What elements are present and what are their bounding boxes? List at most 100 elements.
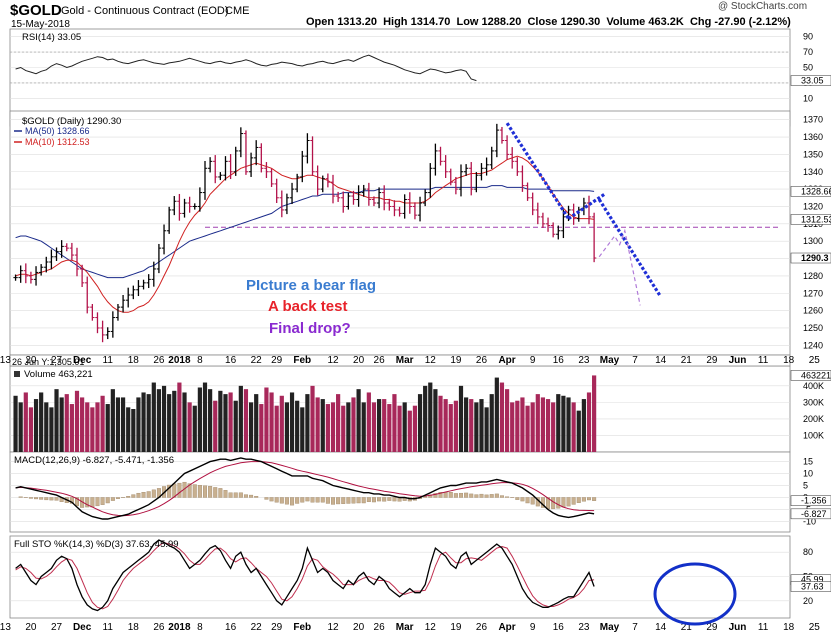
x-axis-label: 26 [153,355,165,366]
volume-bar [474,402,479,452]
macd-histogram-bar [69,497,74,504]
macd-histogram-bar [525,497,530,504]
bottom-x-axis-label: 26 [153,622,165,633]
volume-tick-label: 400K [803,381,824,391]
bottom-x-axis-label: 25 [809,622,821,633]
volume-bar [566,397,571,452]
volume-bar [412,405,418,452]
macd-value-label-box [790,508,831,520]
macd-histogram-bar [325,497,330,504]
volume-bar [136,397,141,452]
x-axis-label: 20 [353,355,365,366]
macd-histogram-bar [243,494,248,498]
rsi-value-label-box [790,75,831,86]
macd-histogram-bar [249,494,254,498]
macd-histogram-bar [494,493,499,498]
projection-path [598,228,641,306]
ma10-value-label: 1312.53 [801,214,831,224]
volume-bar [259,404,264,452]
volume-bar [254,394,259,452]
crosshair-annotation: 26 Jun Y:1,305.01 [12,357,84,367]
rsi-tick-label: 50 [803,63,813,73]
x-axis-label: 29 [706,355,718,366]
macd-tick-label: 5 [803,481,808,491]
volume-bar [571,402,576,452]
bottom-x-axis-label: 20 [25,622,37,633]
price-tick-label: 1260 [803,306,823,316]
volume-bar [361,402,366,452]
rsi-panel-frame [9,28,791,127]
instrument-name: Gold - Continuous Contract (EOD) [61,5,229,17]
volume-bar [23,392,28,452]
macd-histogram-bar [284,497,289,505]
x-axis-label: 19 [450,355,462,366]
bottom-x-axis-label: 9 [530,622,536,633]
ma10-value-label-box [790,214,831,225]
annotation-final-drop: Final drop? [269,320,351,337]
volume-bar [433,389,438,452]
volume-bar [376,399,382,452]
macd-histogram-bar [146,491,151,498]
x-axis-label: 20 [25,355,37,366]
macd-histogram-bar [218,488,223,498]
macd-hist-value-label-box [790,495,831,506]
volume-bar [223,394,228,452]
macd-histogram-bar [459,492,464,498]
macd-histogram-bar [105,497,110,504]
macd-histogram-bar [44,497,49,501]
bottom-x-axis-label: 7 [632,622,638,633]
ma50-value-label: 1328.66 [801,186,831,196]
x-axis-label: Jun [729,355,747,366]
x-axis-label: 23 [578,355,590,366]
volume-bar [187,402,192,452]
volume-bar [586,392,592,452]
volume-bar [172,390,177,452]
macd-histogram-bar [556,497,561,509]
macd-histogram-bar [566,497,571,507]
sto-tick-label: 80 [803,547,813,557]
macd-histogram-bar [592,497,597,501]
bear-flag-line [505,122,570,220]
x-axis-label: May [600,355,620,366]
volume-bar [551,402,556,452]
macd-hist-value-label: -1.356 [801,496,827,506]
volume-bar [39,392,44,452]
macd-histogram-bar [18,496,23,498]
volume-bar [382,399,387,452]
bottom-x-axis-label: 20 [353,622,365,633]
rsi-tick-label: 90 [803,32,813,42]
macd-histogram-bar [305,497,310,502]
volume-value-label-box [790,370,831,381]
macd-histogram-bar [392,497,397,502]
volume-bar [336,394,341,452]
volume-bar [366,392,371,452]
macd-histogram-bar [177,482,182,498]
x-axis-label: 7 [632,355,638,366]
macd-histogram-bar [351,497,356,504]
macd-histogram-bar [489,494,494,498]
macd-histogram-bar [90,497,95,508]
volume-bar [556,394,561,452]
volume-bar [402,402,407,452]
macd-histogram-bar [187,483,192,498]
x-axis-label: 26 [476,355,488,366]
x-axis-strip [9,354,791,367]
price-panel-frame [9,110,791,356]
bottom-x-axis-label: 26 [476,622,488,633]
bottom-x-axis-label: Mar [396,622,414,633]
volume-bar [581,399,586,452]
volume-bar [59,397,64,452]
macd-histogram-bar [438,492,443,498]
macd-histogram-bar [356,497,361,504]
volume-bar [320,399,325,452]
macd-histogram-bar [433,493,438,498]
volume-bar [146,394,151,452]
volume-bar [453,400,458,452]
bottom-x-axis-label: 13 [0,622,11,633]
x-axis-label: 16 [225,355,237,366]
ohlc-bar: Open 1313.20 High 1314.70 Low 1288.20 Cl… [306,16,791,28]
price-tick-label: 1360 [803,132,823,142]
macd-histogram-bar [366,497,371,502]
price-tick-label: 1350 [803,149,823,159]
volume-bar [489,394,494,452]
